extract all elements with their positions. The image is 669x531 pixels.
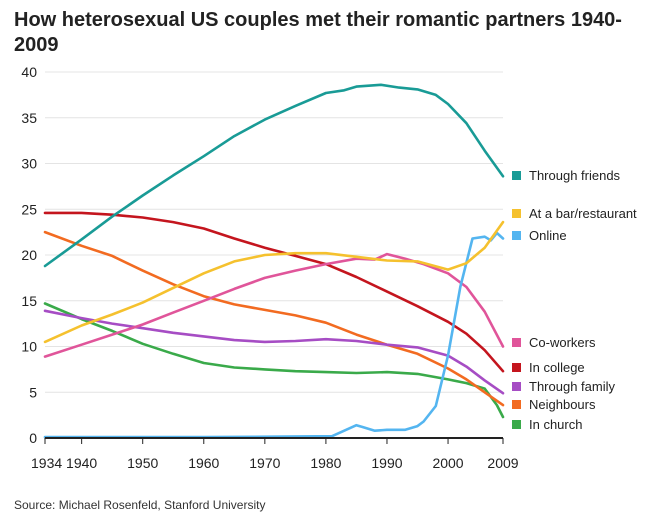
series-line-through-friends (43, 83, 505, 268)
legend-swatch-online (512, 231, 521, 240)
series-line-in-college (43, 211, 505, 373)
series-line-co-workers (43, 252, 505, 358)
y-tick-label: 35 (21, 110, 37, 126)
x-tick-label: 2000 (432, 455, 463, 471)
legend-label-co-workers: Co-workers (529, 335, 596, 350)
legend-swatch-co-workers (512, 338, 521, 347)
legend-swatch-through-friends (512, 171, 521, 180)
legend-label-through-family: Through family (529, 379, 615, 394)
series-line-neighbours (43, 230, 505, 407)
y-tick-label: 0 (29, 430, 37, 446)
legend-label-in-church: In church (529, 417, 582, 432)
axes: 0 5 10 15 20 25 30 35 40 1934 1940 1950 1960 1970 1980… (21, 64, 518, 471)
legend-label-in-college: In college (529, 360, 585, 375)
x-tick-label: 1990 (371, 455, 402, 471)
series-line-through-family (43, 309, 505, 395)
series-line-online (43, 231, 505, 439)
x-tick-label: 1960 (188, 455, 219, 471)
chart-title: How heterosexual US couples met their ro… (14, 9, 622, 56)
y-tick-label: 10 (21, 339, 37, 355)
y-tick-label: 20 (21, 247, 37, 263)
legend-label-at-a-bar-restaurant: At a bar/restaurant (529, 206, 637, 221)
y-tick-label: 25 (21, 201, 37, 217)
x-tick-label: 1980 (310, 455, 341, 471)
legend: Through friends At a bar/restaurant Online… (512, 168, 637, 432)
y-tick-label: 5 (29, 384, 37, 400)
x-tick-label: 1934 (31, 455, 62, 471)
x-tick-label: 1970 (249, 455, 280, 471)
legend-label-online: Online (529, 228, 567, 243)
legend-swatch-through-family (512, 382, 521, 391)
legend-swatch-at-a-bar-restaurant (512, 209, 521, 218)
x-tick-label: 1950 (127, 455, 158, 471)
legend-label-neighbours: Neighbours (529, 397, 596, 412)
x-tick-label: 2009 (487, 455, 518, 471)
legend-swatch-in-church (512, 420, 521, 429)
series-line-in-church (43, 302, 505, 419)
legend-swatch-in-college (512, 363, 521, 372)
legend-label-through-friends: Through friends (529, 168, 621, 183)
y-tick-label: 15 (21, 293, 37, 309)
y-tick-label: 40 (21, 64, 37, 80)
y-tick-label: 30 (21, 156, 37, 172)
series-lines (43, 83, 505, 439)
series-line-at-a-bar-restaurant (43, 220, 505, 344)
gridlines (45, 71, 503, 393)
x-tick-label: 1940 (66, 455, 97, 471)
source-note: Source: Michael Rosenfeld, Stanford Univ… (14, 498, 266, 512)
legend-swatch-neighbours (512, 400, 521, 409)
